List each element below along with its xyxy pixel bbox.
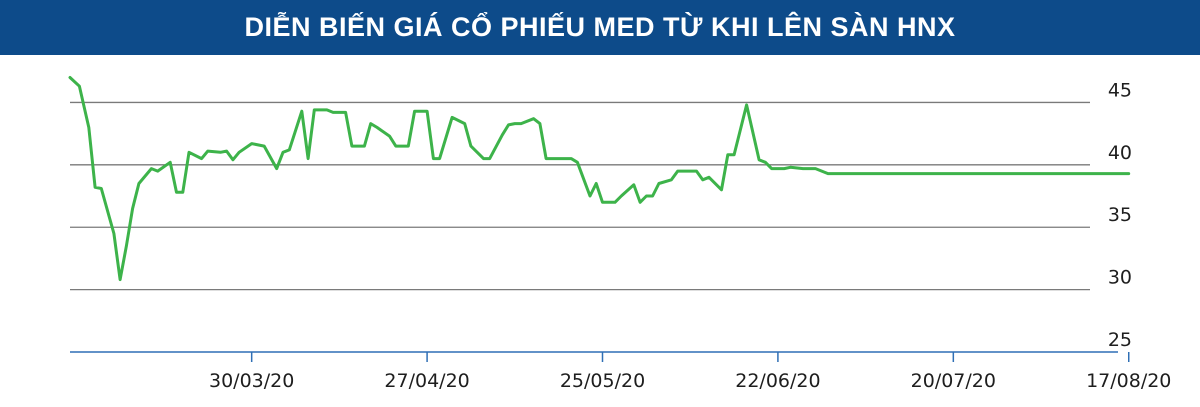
y-tick-label: 45 <box>1108 79 1132 101</box>
y-tick-label: 25 <box>1108 329 1132 351</box>
x-tick-label: 22/06/20 <box>735 370 820 392</box>
plot-area: 25 30 35 40 45 30/03/20 27/04/20 25/05/20 22/06… <box>0 55 1200 402</box>
x-tick-label: 20/07/20 <box>911 370 996 392</box>
chart-title: DIỄN BIẾN GIÁ CỔ PHIẾU MED TỪ KHI LÊN SÀ… <box>0 0 1200 55</box>
x-tick-label: 27/04/20 <box>384 370 469 392</box>
x-tick-label: 30/03/20 <box>209 370 294 392</box>
x-tick-label: 25/05/20 <box>560 370 645 392</box>
y-tick-label: 40 <box>1108 142 1132 164</box>
price-line-chart: 25 30 35 40 45 30/03/20 27/04/20 25/05/20 22/06… <box>68 76 1171 392</box>
y-tick-label: 30 <box>1108 267 1132 289</box>
y-tick-label: 35 <box>1108 204 1132 226</box>
price-series-line <box>68 76 1131 282</box>
x-tick-label: 17/08/20 <box>1086 370 1171 392</box>
